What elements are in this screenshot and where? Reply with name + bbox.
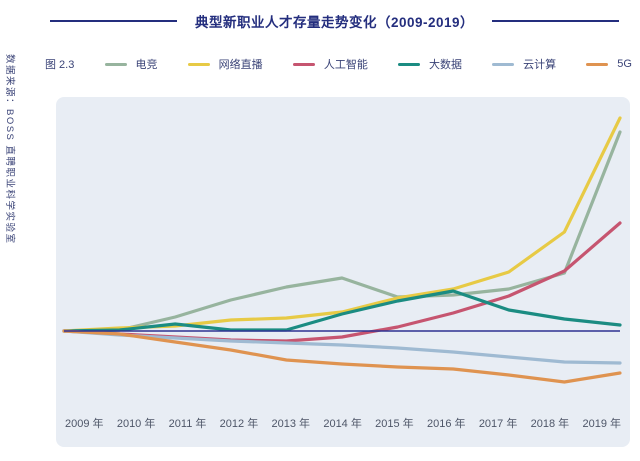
legend-item-4: 大数据 (397, 56, 462, 72)
title-rule-left (50, 20, 177, 22)
legend-item-6: 5G (586, 58, 632, 70)
figure-number-label: 图 2.3 (45, 59, 75, 71)
legend-swatch-icon (397, 62, 420, 66)
x-axis-label: 2010 年 (116, 418, 156, 430)
x-axis-label: 2017 年 (478, 418, 518, 430)
x-axis-label: 2014 年 (323, 418, 362, 430)
line-chart-canvas (62, 116, 622, 384)
series-line-4 (62, 289, 622, 333)
legend-item-2: 网络直播 (187, 56, 263, 72)
legend-item-3: 人工智能 (292, 56, 368, 72)
series-line-6 (62, 329, 622, 384)
data-source-note: 数据来源：BOSS 直聘职业科学实验室 (4, 54, 15, 245)
series-line-2 (62, 116, 622, 333)
legend-item-5: 云计算 (492, 56, 556, 72)
plot-area: 2009 年 2010 年 2011 年 2012 年 2013 年 2014 年 2015… (56, 97, 630, 447)
x-axis-label: 2011 年 (168, 418, 207, 430)
legend-item-1: 电竞 (104, 56, 158, 72)
x-axis-label: 2019 年 (582, 418, 621, 430)
legend-label: 5G (617, 58, 632, 70)
x-axis-label: 2015 年 (375, 418, 414, 430)
legend-swatch-icon (492, 62, 515, 66)
legend-swatch-icon (187, 62, 210, 66)
legend-label: 电竞 (135, 59, 158, 71)
x-axis-label: 2009 年 (65, 418, 104, 430)
legend-swatch-icon (292, 62, 315, 66)
legend-label: 网络直播 (218, 59, 263, 71)
title-rule-right (492, 20, 619, 22)
chart-header: 典型新职业人才存量走势变化（2009-2019） (0, 10, 640, 32)
x-axis-label: 2016 年 (426, 418, 466, 430)
chart-legend: 图 2.3 电竞 网络直播 人工智能 大数据 云计算 5G (45, 55, 632, 73)
legend-label: 人工智能 (323, 59, 368, 71)
x-axis-labels: 2009 年 2010 年 2011 年 2012 年 2013 年 2014 年 2015… (65, 415, 621, 431)
legend-swatch-icon (104, 62, 127, 66)
x-axis-label: 2012 年 (219, 418, 259, 430)
legend-swatch-icon (586, 62, 609, 66)
legend-label: 云计算 (523, 59, 557, 71)
legend-label: 大数据 (428, 59, 462, 71)
x-axis-label: 2013 年 (271, 418, 311, 430)
series-line-5 (62, 329, 622, 365)
series-line-1 (62, 130, 622, 333)
chart-title: 典型新职业人才存量走势变化（2009-2019） (194, 15, 475, 30)
x-axis-label: 2018 年 (530, 418, 570, 430)
